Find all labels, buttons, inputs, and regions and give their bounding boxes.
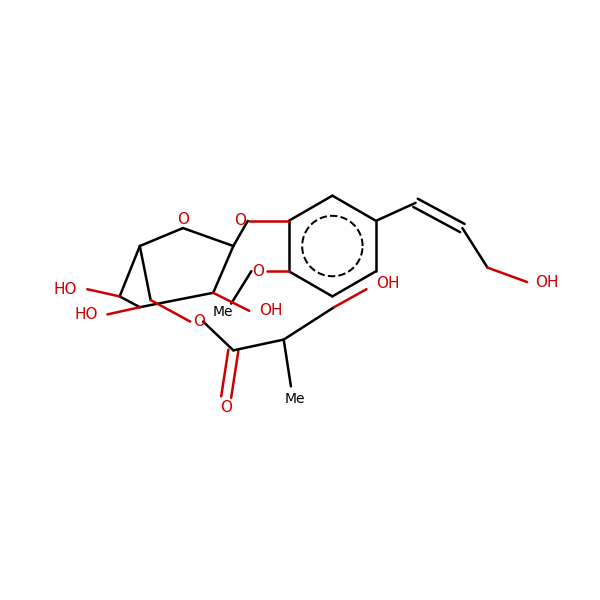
Text: OH: OH xyxy=(376,276,400,291)
Text: Me: Me xyxy=(212,305,233,319)
Text: HO: HO xyxy=(74,307,98,322)
Text: O: O xyxy=(220,400,232,415)
Text: O: O xyxy=(193,314,205,329)
Text: O: O xyxy=(253,264,265,279)
Text: O: O xyxy=(234,214,246,229)
Text: OH: OH xyxy=(259,303,283,318)
Text: HO: HO xyxy=(54,282,77,297)
Text: OH: OH xyxy=(536,275,559,290)
Text: Me: Me xyxy=(284,392,305,406)
Text: O: O xyxy=(177,212,189,227)
